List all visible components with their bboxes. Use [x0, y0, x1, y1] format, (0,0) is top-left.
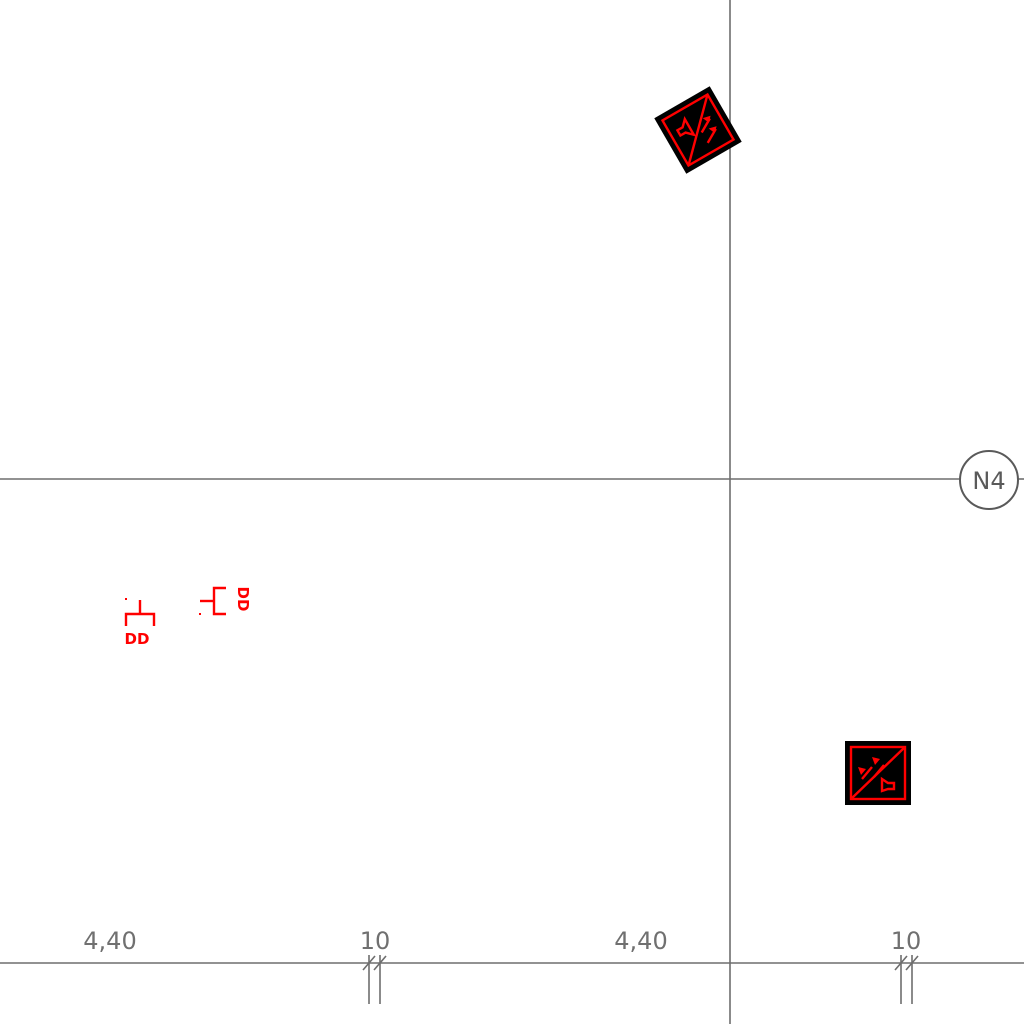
- arrow-head-icon: [702, 115, 711, 123]
- dimension-tick-group-1: [362, 955, 387, 1004]
- outlet-bracket: [124, 612, 156, 626]
- dimension-tick-mark: [373, 955, 387, 971]
- outlet-symbol-b[interactable]: DD: [199, 586, 252, 616]
- outlet-bracket: [212, 586, 226, 616]
- dimension-tick-mark: [905, 955, 919, 971]
- arrow-head-icon: [858, 767, 866, 775]
- grid-bubble-circle: [959, 450, 1019, 510]
- dimension-text: 4,40: [83, 927, 136, 955]
- speaker-icon: [880, 776, 896, 793]
- device-box-diagonal: [687, 94, 709, 166]
- device-symbol[interactable]: [845, 741, 911, 805]
- device-symbol-rotated[interactable]: [654, 86, 742, 174]
- speaker-icon: [675, 116, 697, 138]
- outlet-tag: DD: [234, 587, 252, 612]
- arrow-icon: [873, 764, 885, 778]
- grid-axis-label: N4: [972, 467, 1005, 495]
- outlet-symbol-a[interactable]: DD: [124, 598, 156, 648]
- dimension-tick-group-2: [894, 955, 919, 1004]
- outlet-dot: [125, 598, 127, 600]
- grid-axis-bubble-n4[interactable]: N4: [959, 450, 1019, 510]
- dimension-text: 10: [891, 927, 922, 955]
- arrow-head-icon: [708, 126, 717, 134]
- dimension-tick-mark: [362, 955, 376, 971]
- arrow-icon: [861, 766, 873, 780]
- dimension-tick-mark: [894, 955, 908, 971]
- arrow-head-icon: [872, 757, 880, 765]
- dimension-text: 4,40: [614, 927, 667, 955]
- device-box-outline: [849, 745, 907, 801]
- outlet-dot: [199, 613, 201, 615]
- outlet-tag: DD: [125, 630, 150, 648]
- device-box-outline: [660, 92, 736, 168]
- dimension-text: 10: [360, 927, 391, 955]
